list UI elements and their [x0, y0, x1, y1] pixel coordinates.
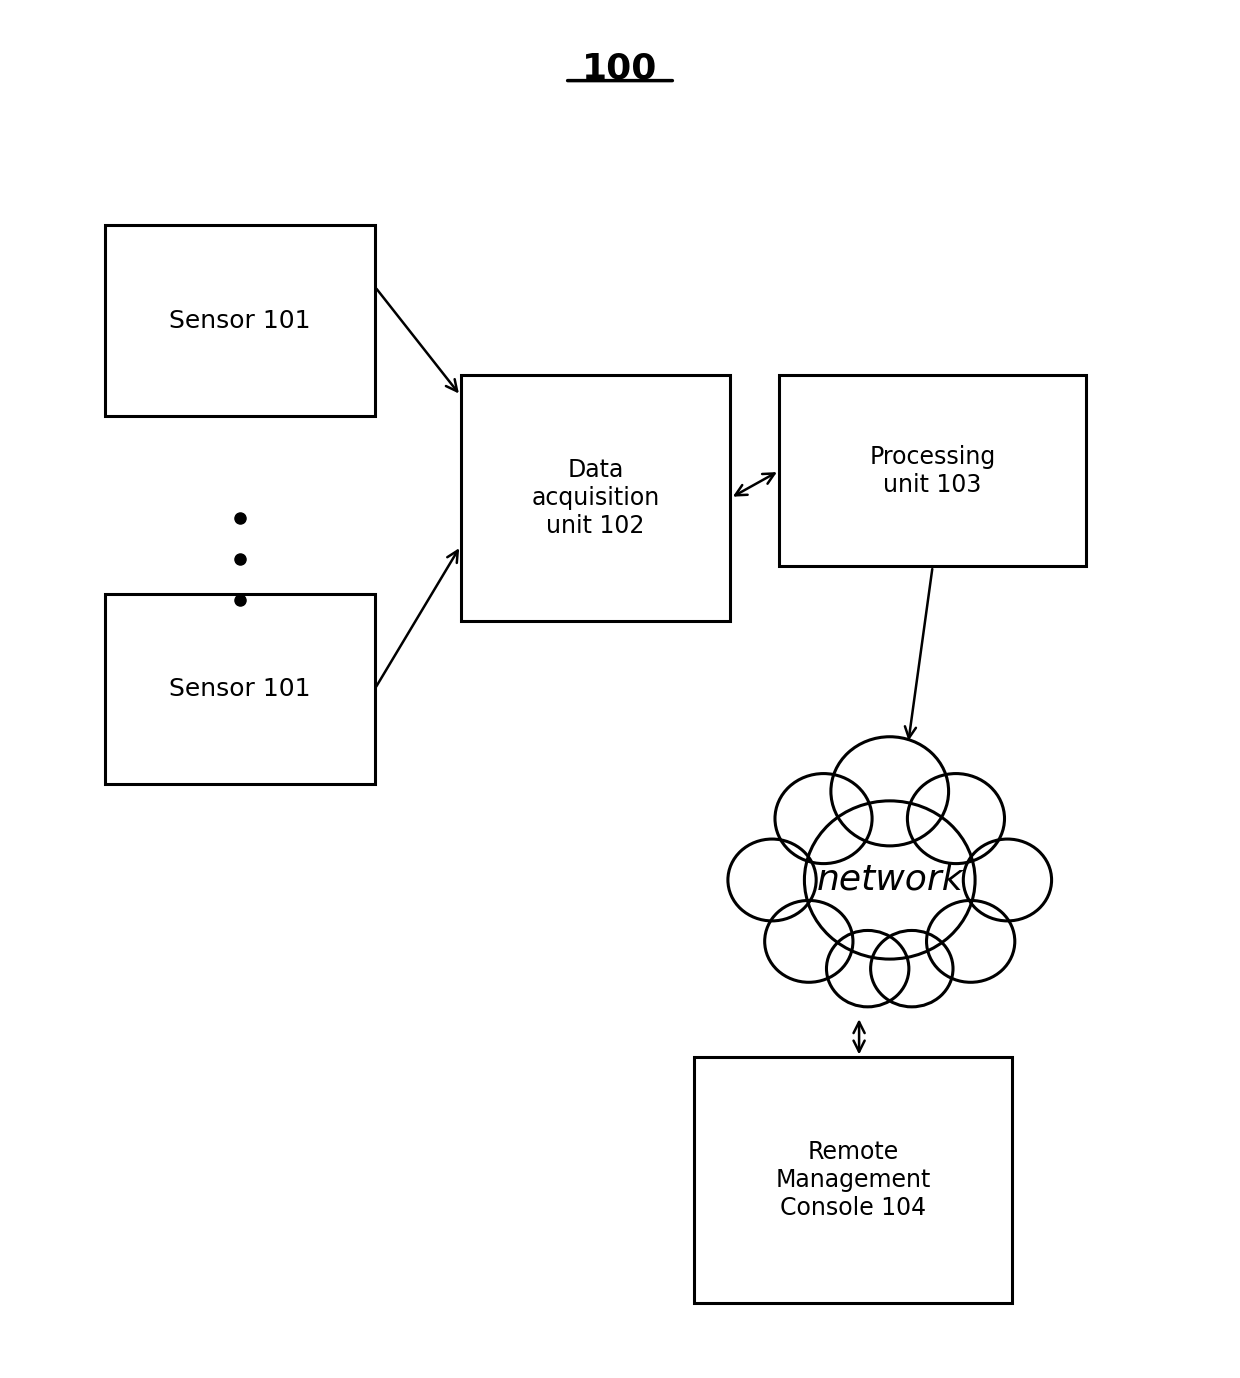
FancyBboxPatch shape	[460, 375, 730, 621]
Ellipse shape	[775, 773, 872, 864]
FancyBboxPatch shape	[105, 225, 374, 416]
Ellipse shape	[728, 839, 816, 921]
Ellipse shape	[908, 773, 1004, 864]
Ellipse shape	[963, 839, 1052, 921]
Ellipse shape	[870, 930, 954, 1007]
Ellipse shape	[827, 930, 909, 1007]
FancyBboxPatch shape	[105, 594, 374, 784]
Text: network: network	[816, 863, 963, 897]
Text: 100: 100	[583, 51, 657, 85]
Text: Sensor 101: Sensor 101	[169, 309, 311, 332]
FancyBboxPatch shape	[780, 375, 1086, 566]
Ellipse shape	[765, 900, 853, 983]
Text: Sensor 101: Sensor 101	[169, 677, 311, 701]
FancyBboxPatch shape	[693, 1057, 1012, 1302]
Text: Data
acquisition
unit 102: Data acquisition unit 102	[532, 459, 660, 537]
Ellipse shape	[831, 737, 949, 846]
Text: Remote
Management
Console 104: Remote Management Console 104	[775, 1140, 931, 1220]
Ellipse shape	[805, 801, 975, 959]
Ellipse shape	[926, 900, 1014, 983]
Text: Processing
unit 103: Processing unit 103	[869, 445, 996, 496]
